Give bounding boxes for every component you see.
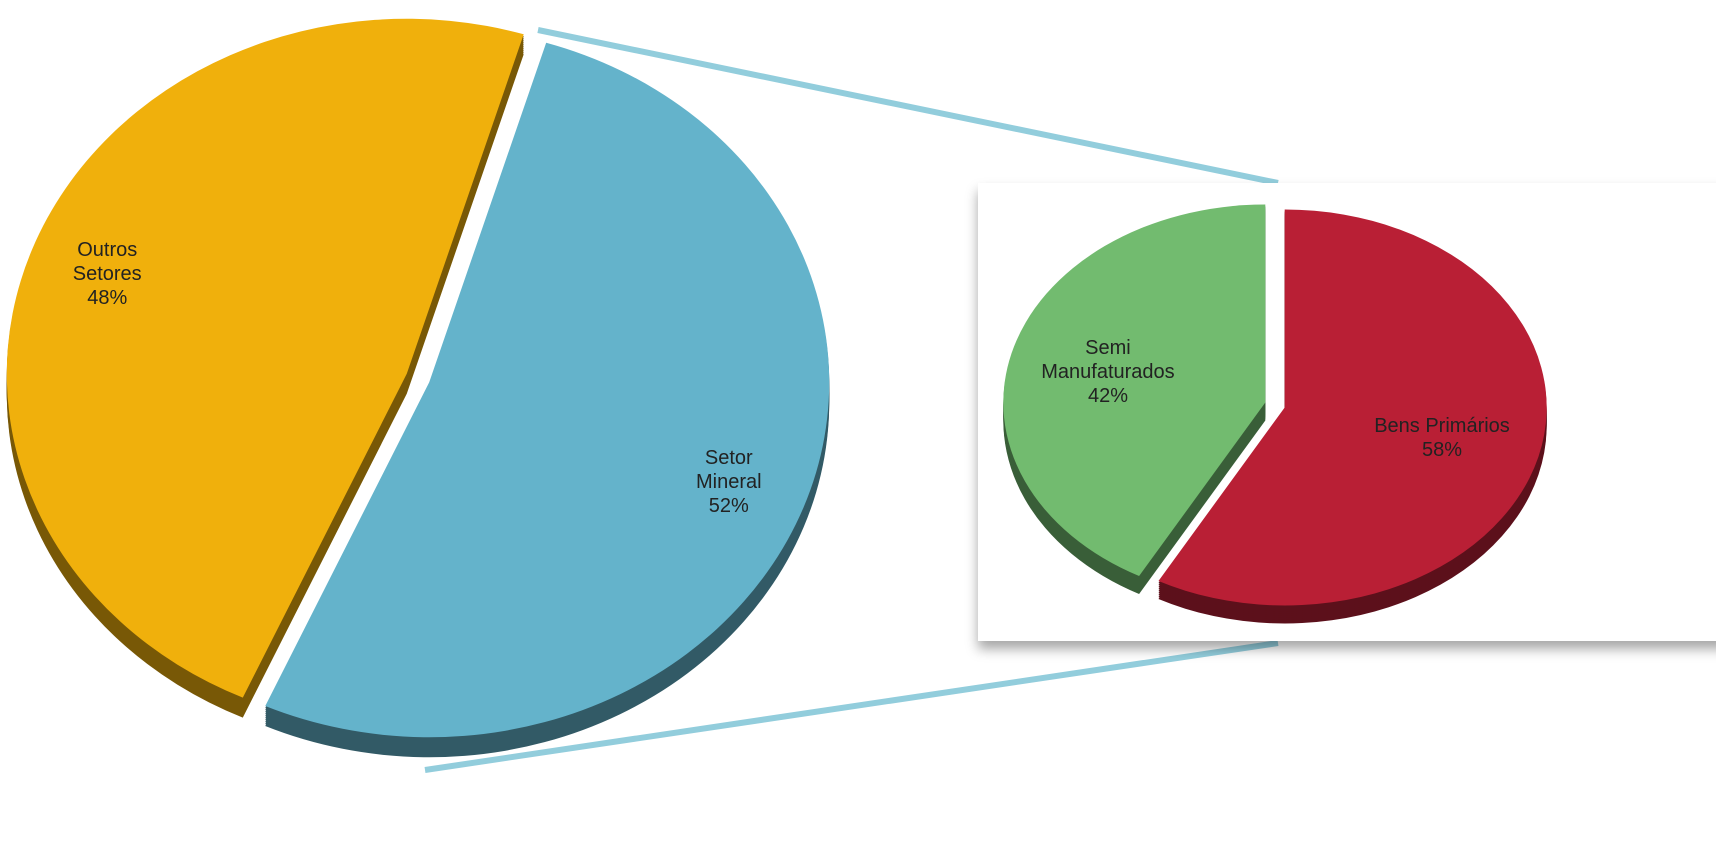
slice-label: Bens Primários 58% bbox=[1362, 414, 1522, 462]
slice-category: Bens Primários bbox=[1374, 415, 1510, 438]
slice bbox=[6, 18, 524, 698]
slice-value: 58% bbox=[1422, 439, 1463, 462]
slice-label: Semi Manufaturados 42% bbox=[1028, 336, 1188, 408]
slice bbox=[265, 42, 830, 738]
slice-category: Outros Setores bbox=[72, 238, 142, 285]
slice-label: Outros Setores 48% bbox=[57, 238, 157, 310]
slice bbox=[1003, 204, 1266, 577]
slice-category: Setor Mineral bbox=[695, 447, 762, 494]
slice-value: 52% bbox=[708, 495, 749, 518]
slice-label: Setor Mineral 52% bbox=[679, 446, 779, 518]
slice bbox=[1158, 209, 1547, 606]
connector-line bbox=[537, 27, 1279, 186]
connector-line bbox=[424, 640, 1279, 773]
slice-category: Semi Manufaturados bbox=[1041, 336, 1175, 383]
slice-value: 42% bbox=[1087, 384, 1128, 407]
slice-value: 48% bbox=[87, 286, 128, 309]
